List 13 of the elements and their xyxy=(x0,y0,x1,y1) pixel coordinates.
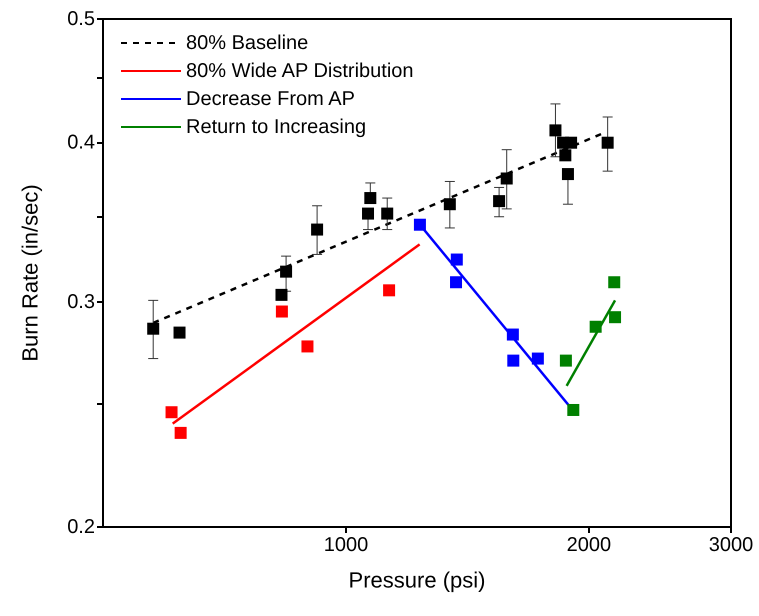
x-tick-label: 2000 xyxy=(566,534,612,556)
legend-label: Return to Increasing xyxy=(186,116,366,138)
legend-label: 80% Wide AP Distribution xyxy=(186,60,414,82)
y-tick-label: 0.5 xyxy=(67,8,95,30)
y-tick-label: 0.2 xyxy=(67,516,95,538)
y-tick-label: 0.4 xyxy=(67,132,95,154)
y-tick-label: 0.3 xyxy=(67,291,95,314)
x-axis-title: Pressure (psi) xyxy=(348,568,486,592)
legend-label: Decrease From AP xyxy=(186,88,355,110)
y-axis-title: Burn Rate (in/sec) xyxy=(18,184,42,362)
x-tick-label: 3000 xyxy=(708,534,754,556)
legend-label: 80% Baseline xyxy=(186,32,308,54)
x-tick-label: 1000 xyxy=(324,534,368,556)
